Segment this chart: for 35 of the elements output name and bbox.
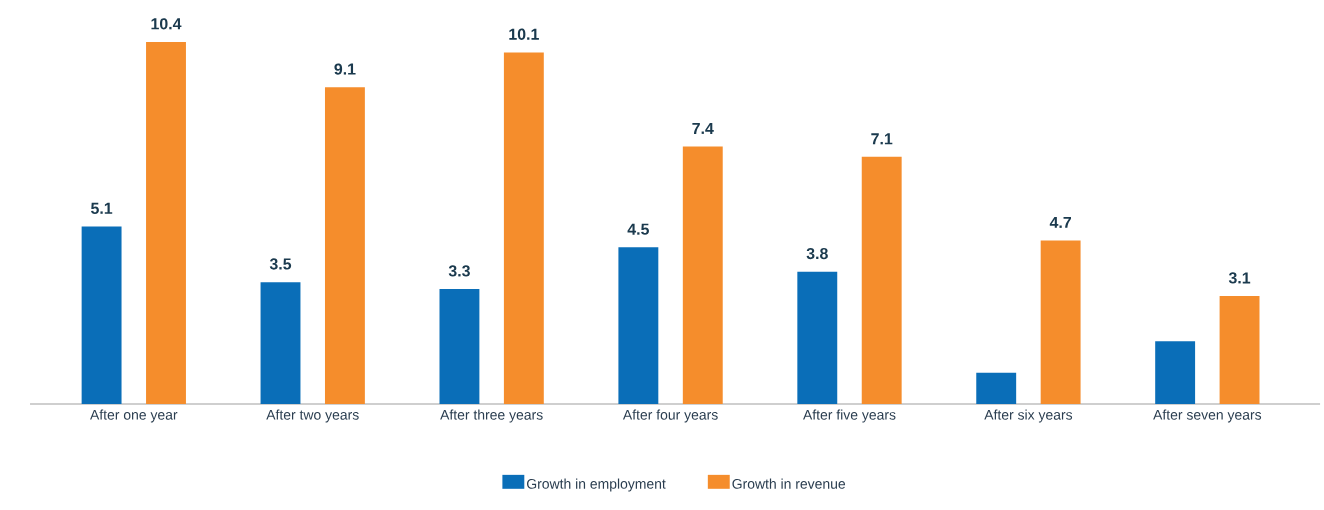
data-label: 7.1 bbox=[871, 133, 893, 145]
data-label: 10.1 bbox=[509, 28, 539, 40]
data-label: 7.4 bbox=[692, 122, 714, 134]
bar bbox=[439, 289, 480, 404]
data-label: 5.1 bbox=[90, 202, 113, 214]
data-label: 3.5 bbox=[269, 258, 292, 270]
x-tick-label: After seven years bbox=[1153, 409, 1262, 423]
data-label: 3.3 bbox=[448, 265, 470, 277]
x-tick-label: After six years bbox=[984, 409, 1073, 423]
bar bbox=[1155, 341, 1196, 404]
bar bbox=[503, 52, 544, 404]
bar bbox=[682, 146, 723, 404]
bar bbox=[861, 156, 902, 404]
bar bbox=[81, 226, 122, 404]
data-label: 4.7 bbox=[1049, 216, 1071, 228]
bar bbox=[260, 282, 301, 404]
bar bbox=[797, 271, 838, 404]
data-label: 10.4 bbox=[151, 18, 182, 30]
bar bbox=[324, 87, 365, 404]
data-label: 3.8 bbox=[806, 247, 828, 260]
legend-label: Growth in employment bbox=[527, 478, 666, 492]
x-tick-label: After four years bbox=[622, 409, 718, 423]
x-tick-label: After three years bbox=[440, 409, 543, 423]
bar bbox=[1040, 240, 1081, 404]
bar bbox=[976, 372, 1017, 404]
data-label: 9.1 bbox=[334, 63, 356, 75]
x-tick-label: After one year bbox=[90, 409, 178, 423]
bar bbox=[618, 247, 659, 404]
legend-label: Growth in revenue bbox=[732, 478, 846, 489]
data-label: 3.1 bbox=[1228, 272, 1251, 284]
data-label: 4.5 bbox=[627, 223, 649, 235]
x-tick-label: After two years bbox=[266, 409, 359, 423]
bar bbox=[146, 41, 186, 404]
bar bbox=[1219, 296, 1260, 404]
x-tick-label: After five years bbox=[803, 409, 896, 423]
